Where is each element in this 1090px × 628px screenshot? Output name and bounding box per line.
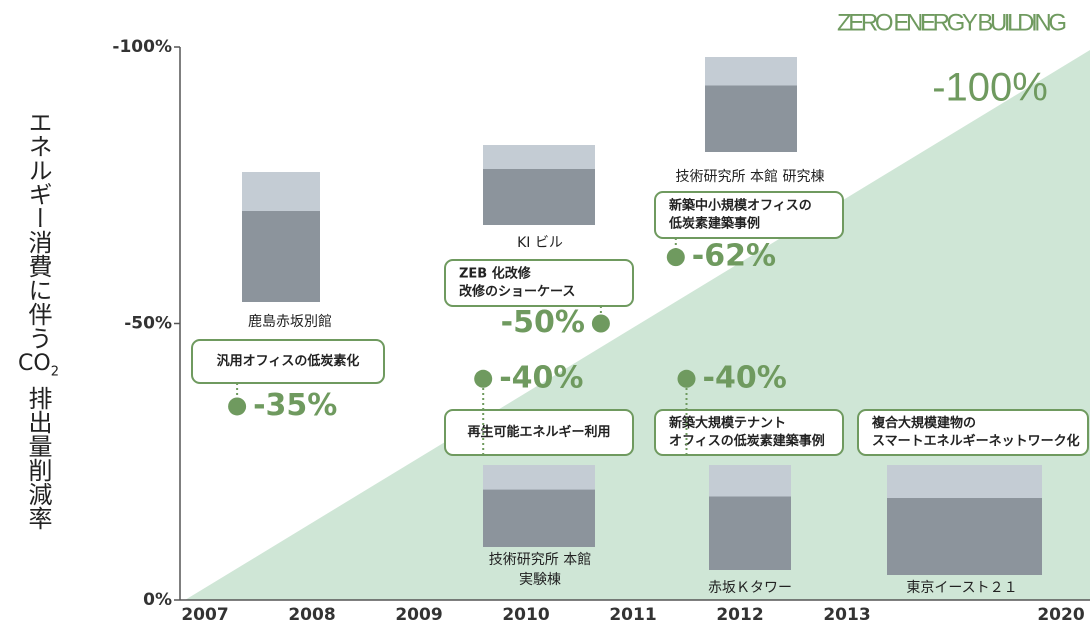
photo-sky xyxy=(887,465,1042,498)
callout-text: 汎用オフィスの低炭素化 xyxy=(217,353,360,369)
point xyxy=(677,369,696,388)
x-tick-label: 2013 xyxy=(823,605,870,625)
callout-text: 新築中小規模オフィスの xyxy=(669,198,812,214)
callout-text: 低炭素建築事例 xyxy=(668,216,760,232)
x-tick-label: 2009 xyxy=(395,605,442,625)
x-tick-label: 2010 xyxy=(502,605,549,625)
y-tick-label: -50% xyxy=(124,314,172,334)
y-label-part: エネルギー消費に伴う xyxy=(24,110,52,350)
y-tick-label: -100% xyxy=(112,37,172,57)
y-label-part: CO2 xyxy=(18,350,59,386)
callout-box xyxy=(654,409,844,456)
point xyxy=(666,248,685,267)
x-tick-label: 2011 xyxy=(609,605,656,625)
photo-sky xyxy=(705,57,797,86)
value-label: -40% xyxy=(499,360,583,395)
x-tick-label: 2007 xyxy=(181,605,228,625)
photo-sky xyxy=(483,145,595,169)
value-label: -50% xyxy=(501,305,585,340)
photo-sky xyxy=(242,172,320,211)
callout-box xyxy=(654,191,844,239)
point xyxy=(591,314,610,333)
callout-text: 複合大規模建物の xyxy=(871,415,976,431)
callout-text: スマートエネルギーネットワーク化 xyxy=(872,433,1080,449)
photo-caption: KI ビル xyxy=(517,235,563,251)
x-tick-label: 2020 xyxy=(1037,605,1084,625)
y-axis-label: エネルギー消費に伴う CO2 排出量削減率 xyxy=(18,110,59,531)
x-tick-label: 2012 xyxy=(716,605,763,625)
value-label: -62% xyxy=(692,239,776,274)
value-label: -40% xyxy=(703,360,787,395)
callout-text: 改修のショーケース xyxy=(459,284,575,300)
callout-box xyxy=(444,409,634,456)
photo-caption: 実験棟 xyxy=(519,572,561,588)
point xyxy=(474,369,493,388)
y-label-part: 2 xyxy=(50,364,59,380)
target-area xyxy=(185,50,1090,600)
photo-caption: 鹿島赤坂別館 xyxy=(248,313,332,330)
photo-sky xyxy=(709,465,791,497)
photo-caption: 技術研究所 本館 xyxy=(489,551,591,568)
photo-caption: 赤坂Ｋタワー xyxy=(708,580,792,596)
y-tick-label: 0% xyxy=(143,590,172,610)
target-label: -100% xyxy=(932,66,1048,110)
y-label-part: 排出量削減率 xyxy=(24,386,52,531)
callout-text: 新築大規模テナント xyxy=(669,415,786,431)
chart-title: ZERO ENERGY BUILDING xyxy=(837,9,1067,36)
callout-text: 再生可能エネルギー利用 xyxy=(467,424,610,440)
photo-caption: 技術研究所 本館 研究棟 xyxy=(676,168,825,185)
point xyxy=(228,397,247,416)
callout-box xyxy=(444,259,634,307)
callout-box xyxy=(191,339,385,384)
callout-text: ZEB 化改修 xyxy=(459,266,532,282)
callout-box xyxy=(857,409,1089,456)
y-label-part: CO xyxy=(18,351,51,376)
photo-caption: 東京イースト２１ xyxy=(906,580,1017,596)
callout-text: オフィスの低炭素建築事例 xyxy=(669,433,825,449)
photo-sky xyxy=(483,465,595,490)
value-label: -35% xyxy=(253,388,337,423)
x-tick-label: 2008 xyxy=(288,605,335,625)
